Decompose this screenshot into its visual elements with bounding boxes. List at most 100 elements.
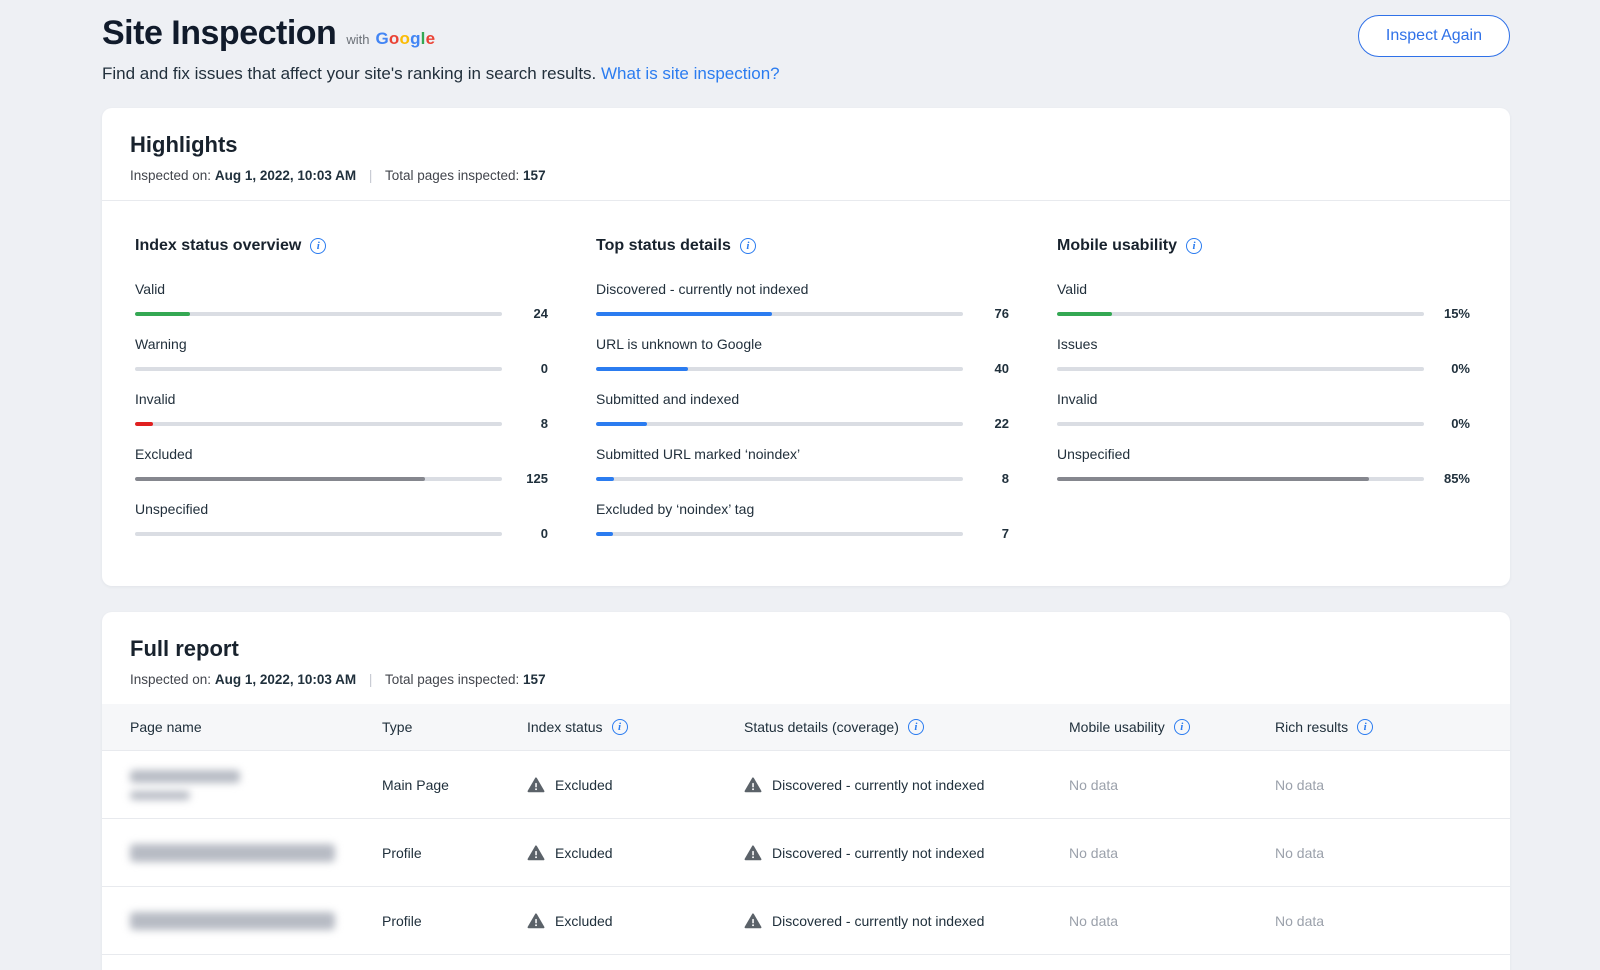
- warning-icon: [744, 776, 762, 792]
- divider: [102, 200, 1510, 201]
- stat-unspecified: Unspecified 0: [135, 501, 548, 541]
- progress-bar: [596, 366, 963, 371]
- full-report-card: Full report Inspected on: Aug 1, 2022, 1…: [102, 612, 1510, 970]
- mobile-usability-column: Mobile usability i Valid 15% Issues 0% I…: [1057, 237, 1470, 556]
- mobile-usability-cell: No data: [1069, 912, 1119, 929]
- warning-icon: [744, 844, 762, 860]
- status-details-cell: Discovered - currently not indexed: [744, 776, 1069, 794]
- redacted-text: [130, 769, 240, 783]
- page-type: Main Page: [382, 776, 449, 793]
- index-status-cell: Excluded: [527, 844, 744, 862]
- stat-discovered-not-indexed: Discovered - currently not indexed 76: [596, 281, 1009, 321]
- header-mobile-usability: Mobile usability i: [1069, 719, 1275, 735]
- stat-submitted-indexed: Submitted and indexed 22: [596, 391, 1009, 431]
- mobile-usability-title: Mobile usability: [1057, 237, 1178, 254]
- progress-bar: [596, 311, 963, 316]
- highlights-meta: Inspected on: Aug 1, 2022, 10:03 AM | To…: [130, 168, 1482, 183]
- status-details-cell: Discovered - currently not indexed: [744, 844, 1069, 862]
- with-label: with: [346, 32, 370, 47]
- table-row: Product Invalid Submitted, marked ‘noind…: [102, 955, 1510, 970]
- index-status-cell: Excluded: [527, 912, 744, 930]
- top-status-details-title: Top status details: [596, 237, 731, 254]
- progress-bar: [596, 421, 963, 426]
- stat-invalid: Invalid 8: [135, 391, 548, 431]
- mobile-stat-invalid: Invalid 0%: [1057, 391, 1470, 431]
- inspected-on-value: Aug 1, 2022, 10:03 AM: [214, 672, 357, 687]
- mobile-stat-valid: Valid 15%: [1057, 281, 1470, 321]
- mobile-stat-issues: Issues 0%: [1057, 336, 1470, 376]
- progress-bar: [1057, 421, 1424, 426]
- stat-excluded-noindex: Excluded by ‘noindex’ tag 7: [596, 501, 1009, 541]
- meta-separator: |: [368, 168, 373, 183]
- page-subtitle: Find and fix issues that affect your sit…: [102, 64, 780, 84]
- table-row: Profile Excluded Discovered - currently …: [102, 819, 1510, 887]
- warning-icon: [527, 776, 545, 792]
- progress-bar: [135, 476, 502, 481]
- progress-bar: [135, 421, 502, 426]
- inspect-again-button[interactable]: Inspect Again: [1357, 15, 1510, 57]
- info-icon[interactable]: i: [1173, 719, 1190, 735]
- stat-submitted-noindex: Submitted URL marked ‘noindex’ 8: [596, 446, 1009, 486]
- progress-bar: [1057, 476, 1424, 481]
- rich-results-cell: No data: [1275, 912, 1325, 929]
- page-title: Site Inspection: [102, 14, 337, 52]
- table-row: Main Page Excluded Discovered - currentl…: [102, 751, 1510, 819]
- highlights-card: Highlights Inspected on: Aug 1, 2022, 10…: [102, 108, 1510, 586]
- page-header: Site Inspection with Google Find and fix…: [0, 0, 1600, 84]
- header-page-name: Page name: [130, 719, 202, 735]
- header-rich-results: Rich results i: [1275, 719, 1510, 735]
- info-icon[interactable]: i: [739, 238, 756, 254]
- total-pages-label: Total pages inspected:: [384, 672, 520, 687]
- status-details-cell: Discovered - currently not indexed: [744, 912, 1069, 930]
- google-logo: Google: [375, 29, 436, 48]
- progress-bar: [596, 531, 963, 536]
- info-icon[interactable]: i: [907, 719, 924, 735]
- redacted-text: [130, 911, 335, 930]
- progress-bar: [596, 476, 963, 481]
- mobile-stat-unspecified: Unspecified 85%: [1057, 446, 1470, 486]
- info-icon[interactable]: i: [611, 719, 628, 735]
- stat-warning: Warning 0: [135, 336, 548, 376]
- mobile-usability-cell: No data: [1069, 776, 1119, 793]
- redacted-text: [130, 843, 335, 862]
- progress-bar: [135, 366, 502, 371]
- warning-icon: [527, 912, 545, 928]
- progress-bar: [135, 311, 502, 316]
- highlights-title: Highlights: [130, 132, 238, 157]
- page-type: Profile: [382, 912, 422, 929]
- info-icon[interactable]: i: [310, 238, 327, 254]
- what-is-site-inspection-link[interactable]: What is site inspection?: [601, 64, 780, 83]
- total-pages-value: 157: [523, 168, 546, 183]
- header-status-details: Status details (coverage) i: [744, 719, 1069, 735]
- mobile-usability-cell: No data: [1069, 844, 1119, 861]
- info-icon[interactable]: i: [1357, 719, 1374, 735]
- table-row: Profile Excluded Discovered - currently …: [102, 887, 1510, 955]
- header-type: Type: [382, 719, 413, 735]
- subtitle-text: Find and fix issues that affect your sit…: [102, 64, 597, 83]
- inspected-on-label: Inspected on:: [130, 168, 212, 183]
- inspected-on-value: Aug 1, 2022, 10:03 AM: [214, 168, 357, 183]
- top-status-details-column: Top status details i Discovered - curren…: [596, 237, 1009, 556]
- meta-separator: |: [368, 672, 373, 687]
- stat-excluded: Excluded 125: [135, 446, 548, 486]
- total-pages-label: Total pages inspected:: [384, 168, 520, 183]
- page-name-redacted: [130, 769, 382, 800]
- total-pages-value: 157: [523, 672, 546, 687]
- full-report-title: Full report: [130, 636, 239, 661]
- redacted-text: [130, 790, 190, 800]
- table-header: Page name Type Index status i Status det…: [102, 704, 1510, 751]
- rich-results-cell: No data: [1275, 776, 1325, 793]
- header-index-status: Index status i: [527, 719, 744, 735]
- progress-bar: [1057, 366, 1424, 371]
- index-status-overview-title: Index status overview: [135, 237, 302, 254]
- info-icon[interactable]: i: [1186, 238, 1203, 254]
- stat-valid: Valid 24: [135, 281, 548, 321]
- warning-icon: [527, 844, 545, 860]
- page-type: Profile: [382, 844, 422, 861]
- index-status-overview-column: Index status overview i Valid 24 Warning…: [135, 237, 548, 556]
- rich-results-cell: No data: [1275, 844, 1325, 861]
- stat-url-unknown: URL is unknown to Google 40: [596, 336, 1009, 376]
- warning-icon: [744, 912, 762, 928]
- progress-bar: [1057, 311, 1424, 316]
- full-report-meta: Inspected on: Aug 1, 2022, 10:03 AM | To…: [130, 672, 1482, 687]
